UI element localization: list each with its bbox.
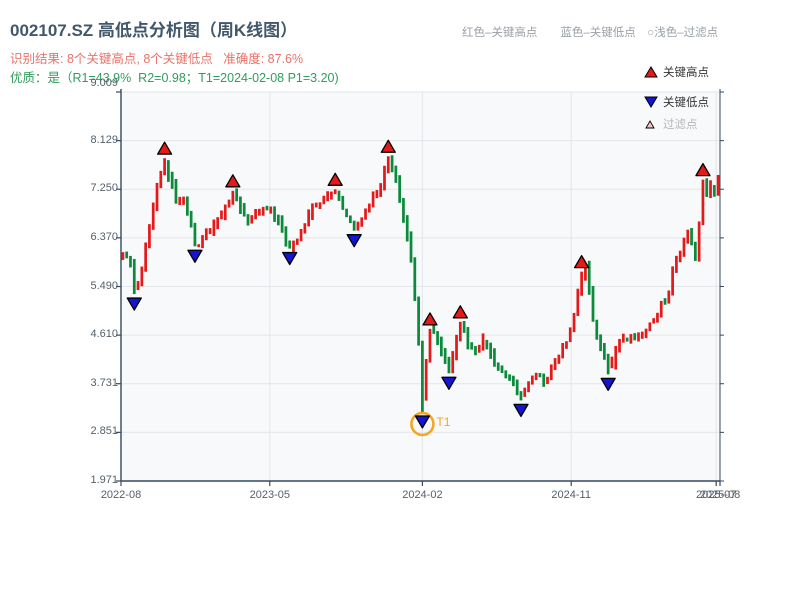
- svg-text:T1: T1: [436, 415, 450, 429]
